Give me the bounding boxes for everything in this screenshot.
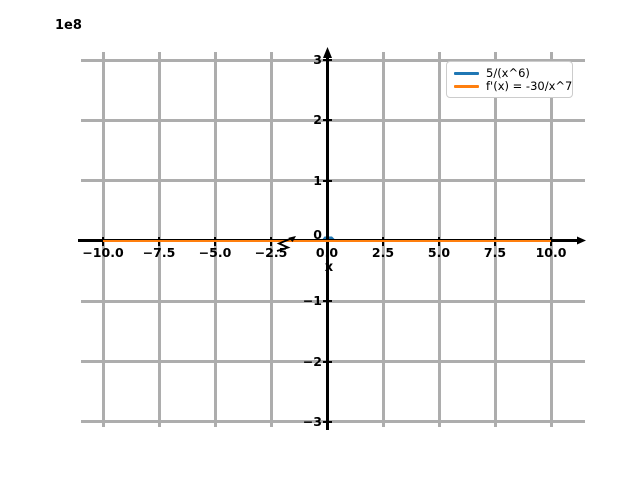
- y-gridline: [81, 58, 585, 62]
- legend-line-orange-icon: [454, 85, 479, 88]
- x-tick-label: 7.5: [483, 245, 507, 260]
- legend-row: f'(x) = -30/x^7: [454, 80, 572, 93]
- x-tick-label: −2.5: [254, 245, 288, 260]
- y-gridline: [81, 118, 585, 122]
- legend-label: 5/(x^6): [486, 66, 530, 80]
- y-tick-label: −3: [302, 413, 322, 429]
- legend-row: 5/(x^6): [454, 67, 565, 80]
- y-tick-label: 0: [313, 227, 322, 242]
- x-tick-label: 2.5: [371, 245, 395, 260]
- y-gridline: [81, 299, 585, 303]
- x-tick-label: −7.5: [142, 245, 176, 260]
- legend-label: f'(x) = -30/x^7: [486, 79, 573, 93]
- legend-line-blue-icon: [454, 72, 479, 75]
- x-tick-label: −5.0: [198, 245, 232, 260]
- y-tick-label: −2: [302, 353, 322, 369]
- y-tick-label: −1: [302, 293, 322, 309]
- x-axis-label: x: [324, 260, 334, 275]
- series-line-orange: [103, 240, 551, 242]
- y-tick-label: 3: [313, 52, 322, 67]
- y-gridline: [81, 360, 585, 364]
- legend: 5/(x^6) f'(x) = -30/x^7: [446, 61, 573, 98]
- x-tick-label: −10.0: [82, 245, 124, 260]
- x-tick-label: 10.0: [535, 245, 567, 260]
- y-gridline: [81, 420, 585, 424]
- y-tick-label: 2: [313, 112, 322, 128]
- y-tick-label: 1: [313, 172, 322, 188]
- y-gridline: [81, 179, 585, 183]
- x-tick-label: 5.0: [427, 245, 451, 260]
- y-axis-offset-label: 1e8: [55, 18, 82, 33]
